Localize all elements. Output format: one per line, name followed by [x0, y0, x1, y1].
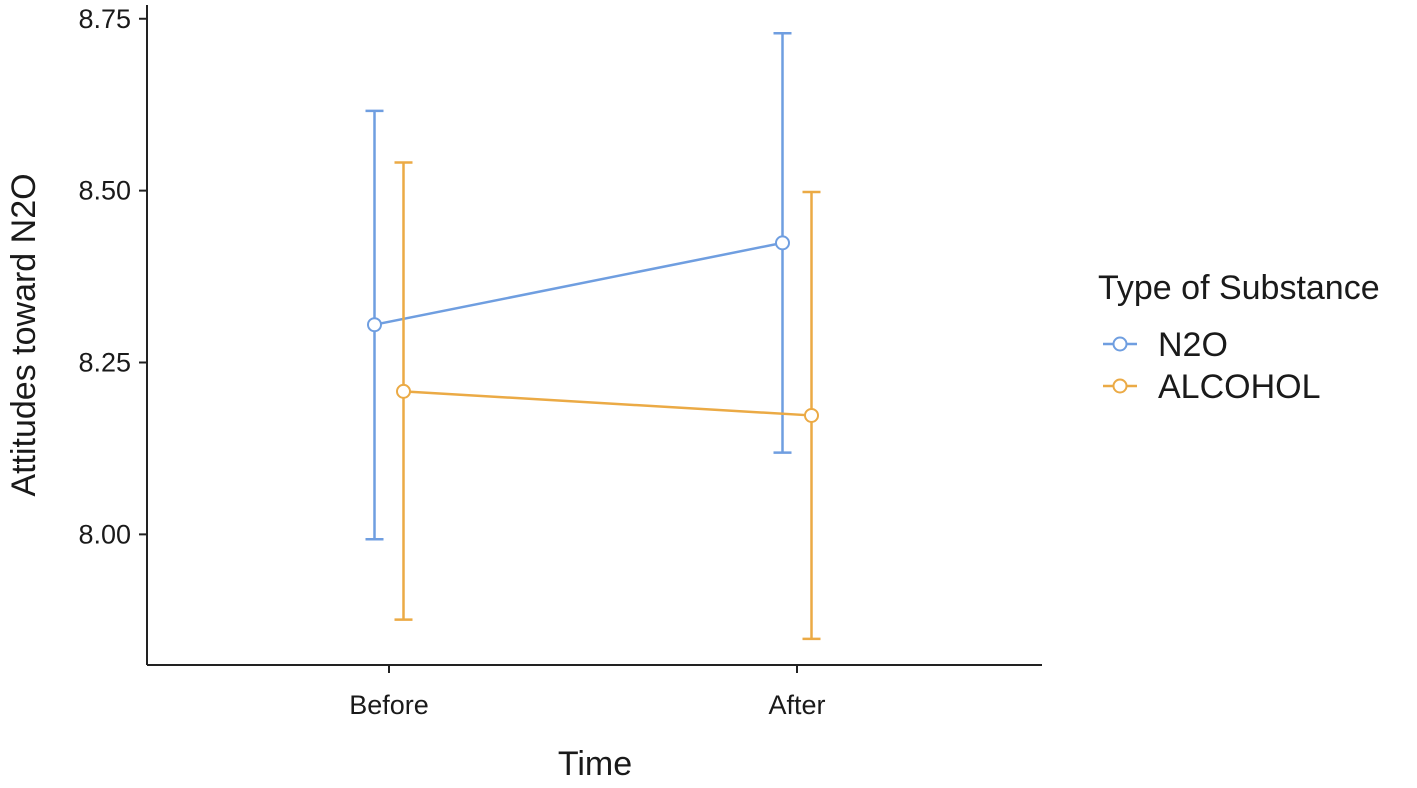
data-point	[367, 317, 382, 333]
data-point	[804, 407, 819, 423]
x-tick-label: After	[768, 690, 825, 720]
axes: 8.00 8.25 8.50 8.75 Before After Time Attitudes…	[5, 4, 1042, 783]
plot-series	[365, 31, 821, 641]
x-axis-title: Time	[558, 745, 632, 783]
legend-title: Type of Substance	[1098, 269, 1380, 307]
legend-key-marker	[1112, 378, 1128, 394]
legend-key-marker	[1112, 336, 1128, 352]
y-tick-label: 8.50	[78, 176, 131, 206]
y-tick-label: 8.00	[78, 519, 131, 549]
series-line	[403, 390, 812, 417]
y-tick-label: 8.25	[78, 348, 131, 378]
y-axis-title: Attitudes toward N2O	[5, 173, 43, 496]
legend: Type of Substance N2O ALCOHOL	[1098, 269, 1380, 406]
series-line	[374, 241, 783, 326]
data-point	[775, 235, 790, 251]
data-point	[396, 383, 411, 399]
legend-label: N2O	[1158, 326, 1228, 364]
legend-item: ALCOHOL	[1103, 368, 1321, 406]
legend-label: ALCOHOL	[1158, 368, 1321, 406]
y-tick-label: 8.75	[78, 4, 131, 34]
legend-item: N2O	[1103, 326, 1228, 364]
x-tick-label: Before	[349, 690, 429, 720]
